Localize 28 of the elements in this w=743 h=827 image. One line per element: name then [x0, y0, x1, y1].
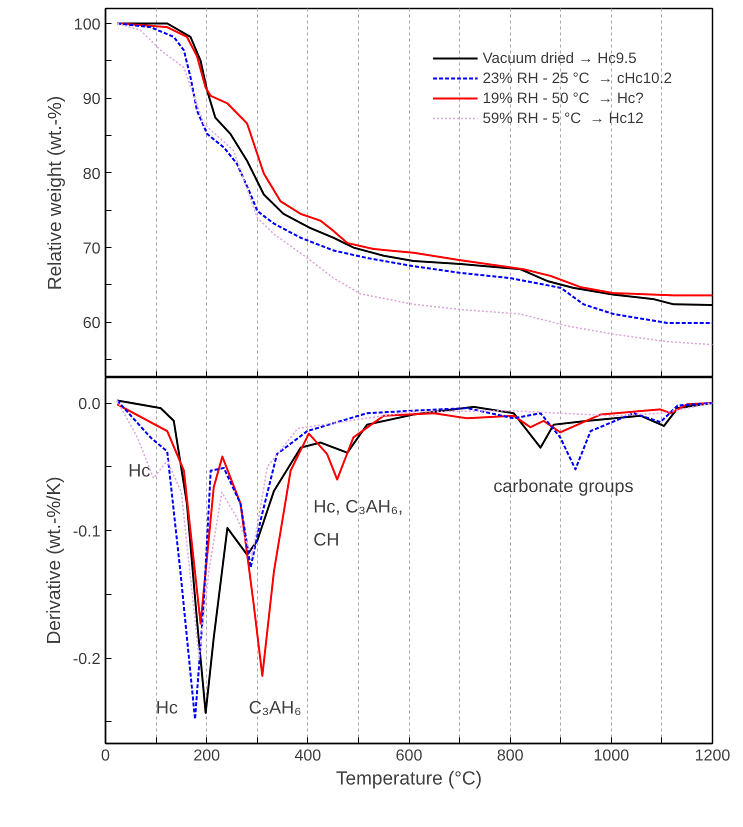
- x-tick-label: 0: [101, 748, 110, 764]
- annotation: Hc: [156, 698, 178, 718]
- y-tick-label: 0.0: [78, 396, 101, 414]
- y-tick-label: 90: [82, 91, 101, 108]
- y-axis-title: Relative weight (wt.-%): [44, 96, 66, 290]
- annotation: Hc, C₃AH₆,: [313, 496, 404, 516]
- x-tick-label: 1000: [594, 748, 630, 764]
- annotation: Hc: [128, 460, 150, 480]
- legend-label: 59% RH - 5 °C → Hc12: [482, 109, 644, 127]
- x-tick-label: 600: [396, 748, 422, 764]
- x-tick-label: 400: [294, 748, 322, 764]
- legend-label: 23% RH - 25 °C → cHc10.2: [482, 69, 672, 87]
- y-axis-title: Derivative (wt.-%/K): [44, 476, 65, 644]
- x-tick-label: 800: [496, 748, 524, 764]
- annotation: carbonate groups: [493, 476, 634, 496]
- y-tick-label: 80: [82, 166, 101, 183]
- y-tick-label: -0.2: [72, 651, 101, 668]
- annotation: CH: [313, 529, 340, 550]
- legend-label: Vacuum dried → Hc9.5: [482, 49, 637, 67]
- legend-label: 19% RH - 50 °C → Hc?: [482, 89, 644, 107]
- x-tick-label: 200: [193, 748, 220, 764]
- x-axis-title: Temperature (°C): [336, 768, 482, 790]
- y-tick-label: 100: [74, 16, 101, 34]
- annotation: C₃AH₆: [248, 698, 302, 718]
- x-tick-label: 1200: [694, 748, 730, 764]
- y-tick-label: 60: [82, 315, 101, 332]
- y-tick-label: 70: [82, 240, 101, 258]
- y-tick-label: -0.1: [72, 524, 101, 541]
